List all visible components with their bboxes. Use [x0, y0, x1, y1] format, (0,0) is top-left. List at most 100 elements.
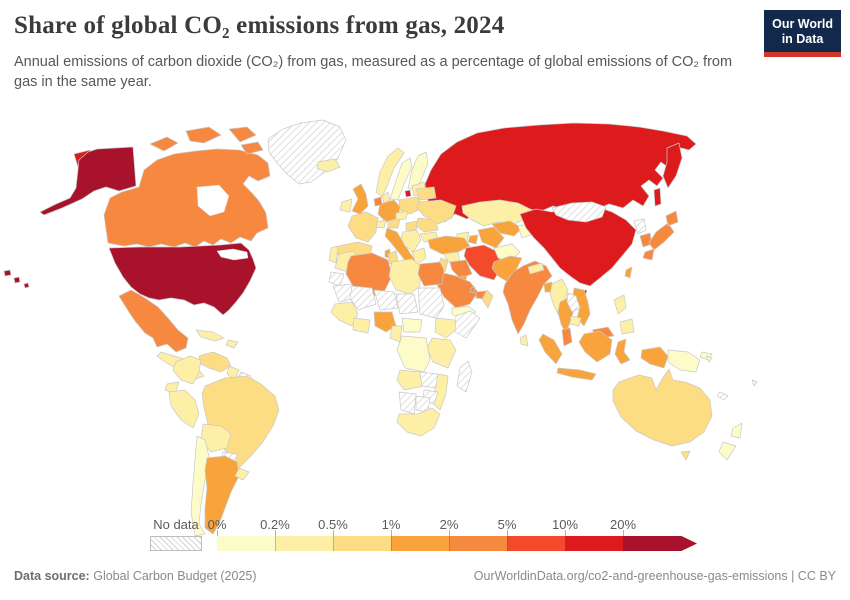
- country-namibia[interactable]: [398, 391, 417, 415]
- country-iran[interactable]: [463, 244, 503, 281]
- country-uzbekistan[interactable]: [491, 220, 523, 237]
- legend-tick-mark: [275, 530, 276, 536]
- country-west-africa[interactable]: [330, 301, 359, 327]
- country-france[interactable]: [347, 211, 379, 243]
- country-czechia[interactable]: [395, 210, 409, 221]
- country-nepal[interactable]: [527, 262, 545, 275]
- country-niger[interactable]: [373, 289, 399, 311]
- country-iceland[interactable]: [316, 158, 341, 173]
- country-angola[interactable]: [396, 369, 425, 391]
- country-taiwan[interactable]: [624, 266, 633, 279]
- country-cameroon[interactable]: [389, 325, 403, 343]
- country-libya[interactable]: [388, 258, 421, 295]
- country-turkmenistan[interactable]: [477, 226, 505, 249]
- country-cuba[interactable]: [195, 329, 225, 342]
- country-argentina[interactable]: [204, 455, 240, 535]
- country-united-kingdom[interactable]: [351, 183, 369, 215]
- country-venezuela[interactable]: [198, 351, 232, 373]
- country-ireland[interactable]: [339, 198, 353, 213]
- legend-bin-1-2%[interactable]: [391, 536, 449, 551]
- country-canada-arctic-island[interactable]: [240, 141, 264, 155]
- country-nigeria[interactable]: [373, 311, 397, 333]
- country-chile[interactable]: [190, 435, 210, 537]
- country-zambia[interactable]: [419, 371, 439, 389]
- country-fiji[interactable]: [751, 379, 758, 387]
- country-turkey[interactable]: [427, 235, 471, 255]
- country-laos[interactable]: [566, 292, 581, 313]
- legend-bin-10-20%[interactable]: [565, 536, 623, 551]
- country-canada[interactable]: [103, 148, 271, 248]
- country-russia-kaliningrad[interactable]: [404, 189, 412, 198]
- country-ethiopia[interactable]: [434, 317, 459, 339]
- country-japan[interactable]: [642, 210, 679, 261]
- country-madagascar[interactable]: [456, 360, 473, 393]
- country-netherlands[interactable]: [373, 196, 383, 207]
- country-kazakhstan[interactable]: [461, 199, 531, 227]
- country-united-states-alaska[interactable]: [39, 146, 137, 216]
- country-colombia[interactable]: [172, 355, 202, 385]
- legend-bin-5-10%[interactable]: [507, 536, 565, 551]
- owid-logo[interactable]: Our World in Data: [764, 10, 841, 57]
- country-cambodia[interactable]: [569, 315, 582, 327]
- country-portugal[interactable]: [328, 245, 339, 264]
- legend-bin-20%+[interactable]: [623, 536, 697, 551]
- country-ukraine[interactable]: [416, 199, 457, 225]
- country-philippines[interactable]: [613, 294, 635, 335]
- country-denmark[interactable]: [381, 191, 391, 204]
- country-peru[interactable]: [168, 389, 200, 429]
- country-indonesia[interactable]: [538, 330, 669, 381]
- country-sweden[interactable]: [389, 157, 413, 201]
- country-western-sahara[interactable]: [328, 271, 345, 287]
- country-north-korea[interactable]: [633, 218, 647, 235]
- legend-bin-2-5%[interactable]: [449, 536, 507, 551]
- country-brazil[interactable]: [201, 375, 280, 477]
- country-switzerland[interactable]: [375, 219, 387, 229]
- country-uruguay[interactable]: [234, 467, 250, 481]
- country-austria[interactable]: [387, 218, 401, 229]
- country-south-africa[interactable]: [396, 407, 441, 437]
- country-somalia[interactable]: [454, 310, 481, 339]
- country-russia-sakhalin[interactable]: [653, 187, 662, 207]
- owid-logo-line1: Our World: [772, 17, 833, 31]
- country-solomon-islands[interactable]: [705, 355, 713, 363]
- country-canada-arctic-island[interactable]: [149, 136, 179, 152]
- country-papua-new-guinea[interactable]: [667, 349, 713, 373]
- legend-tick-label: 5%: [497, 517, 517, 532]
- country-new-zealand[interactable]: [718, 422, 743, 461]
- country-norway[interactable]: [375, 147, 405, 198]
- country-australia[interactable]: [612, 368, 713, 461]
- country-central-african-republic[interactable]: [401, 317, 423, 333]
- legend-bin-0.5-1%[interactable]: [333, 536, 391, 551]
- country-greece[interactable]: [411, 247, 427, 266]
- country-mexico[interactable]: [118, 289, 189, 353]
- legend-tick-label: 10%: [551, 517, 579, 532]
- legend-tick-label: 0.2%: [260, 517, 290, 532]
- country-united-states[interactable]: [108, 242, 257, 316]
- country-india[interactable]: [502, 260, 553, 335]
- country-qatar[interactable]: [469, 286, 476, 294]
- country-mongolia[interactable]: [551, 201, 607, 223]
- country-sudan[interactable]: [417, 287, 445, 319]
- country-canada-arctic-island[interactable]: [185, 126, 222, 144]
- country-new-caledonia[interactable]: [716, 391, 729, 401]
- country-kenya-tanzania[interactable]: [426, 337, 457, 369]
- legend-bin-0-0.2%[interactable]: [217, 536, 275, 551]
- country-azerbaijan[interactable]: [467, 234, 479, 245]
- country-mali[interactable]: [349, 285, 377, 311]
- legend-tick-mark: [565, 530, 566, 536]
- country-greenland[interactable]: [267, 119, 347, 185]
- attribution-link[interactable]: OurWorldinData.org/co2-and-greenhouse-ga…: [473, 569, 836, 583]
- country-dr-congo[interactable]: [396, 335, 431, 373]
- country-belarus[interactable]: [415, 186, 437, 201]
- country-canada-arctic-island[interactable]: [228, 126, 257, 143]
- country-oman[interactable]: [481, 289, 494, 309]
- country-sri-lanka[interactable]: [519, 334, 529, 347]
- country-hispaniola[interactable]: [225, 339, 239, 349]
- country-ghana-cote-divoire[interactable]: [352, 317, 371, 334]
- legend-no-data-swatch[interactable]: [150, 536, 202, 551]
- legend-bin-0.2-0.5%[interactable]: [275, 536, 333, 551]
- country-egypt[interactable]: [417, 261, 445, 287]
- country-russia-kamchatka[interactable]: [662, 142, 683, 189]
- country-united-states-hawaii[interactable]: [3, 269, 30, 289]
- country-chad[interactable]: [395, 293, 419, 315]
